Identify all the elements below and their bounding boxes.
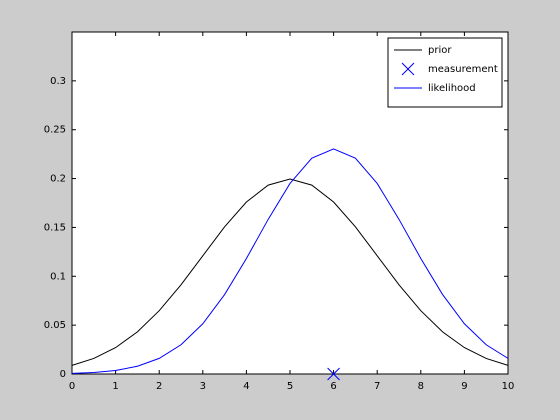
legend-marker	[401, 62, 415, 76]
y-tick-label: 0.15	[44, 222, 66, 233]
y-tick-label: 0	[60, 369, 66, 380]
y-tick-label: 0.05	[44, 320, 66, 331]
x-tick-label: 1	[112, 381, 118, 392]
series-line	[71, 148, 509, 374]
y-tick-label: 0.2	[50, 174, 66, 185]
x-tick-label: 5	[287, 381, 293, 392]
x-tick-label: 2	[156, 381, 162, 392]
legend-label: prior	[428, 45, 452, 56]
x-tick-label: 9	[461, 381, 467, 392]
x-tick-label: 4	[243, 381, 249, 392]
legend-label: likelihood	[428, 83, 476, 94]
measurement-marker	[327, 367, 340, 381]
series-line	[71, 178, 509, 366]
marker-x	[327, 367, 340, 381]
legend-label: measurement	[428, 64, 498, 75]
x-tick-label: 7	[374, 381, 380, 392]
x-tick-label: 8	[418, 381, 424, 392]
x-tick-label: 0	[69, 381, 75, 392]
y-tick-label: 0.25	[44, 125, 66, 136]
x-tick-label: 10	[502, 381, 515, 392]
x-tick-label: 3	[200, 381, 206, 392]
x-tick-label: 6	[330, 381, 336, 392]
y-tick-label: 0.1	[50, 271, 66, 282]
y-tick-label: 0.3	[50, 76, 66, 87]
